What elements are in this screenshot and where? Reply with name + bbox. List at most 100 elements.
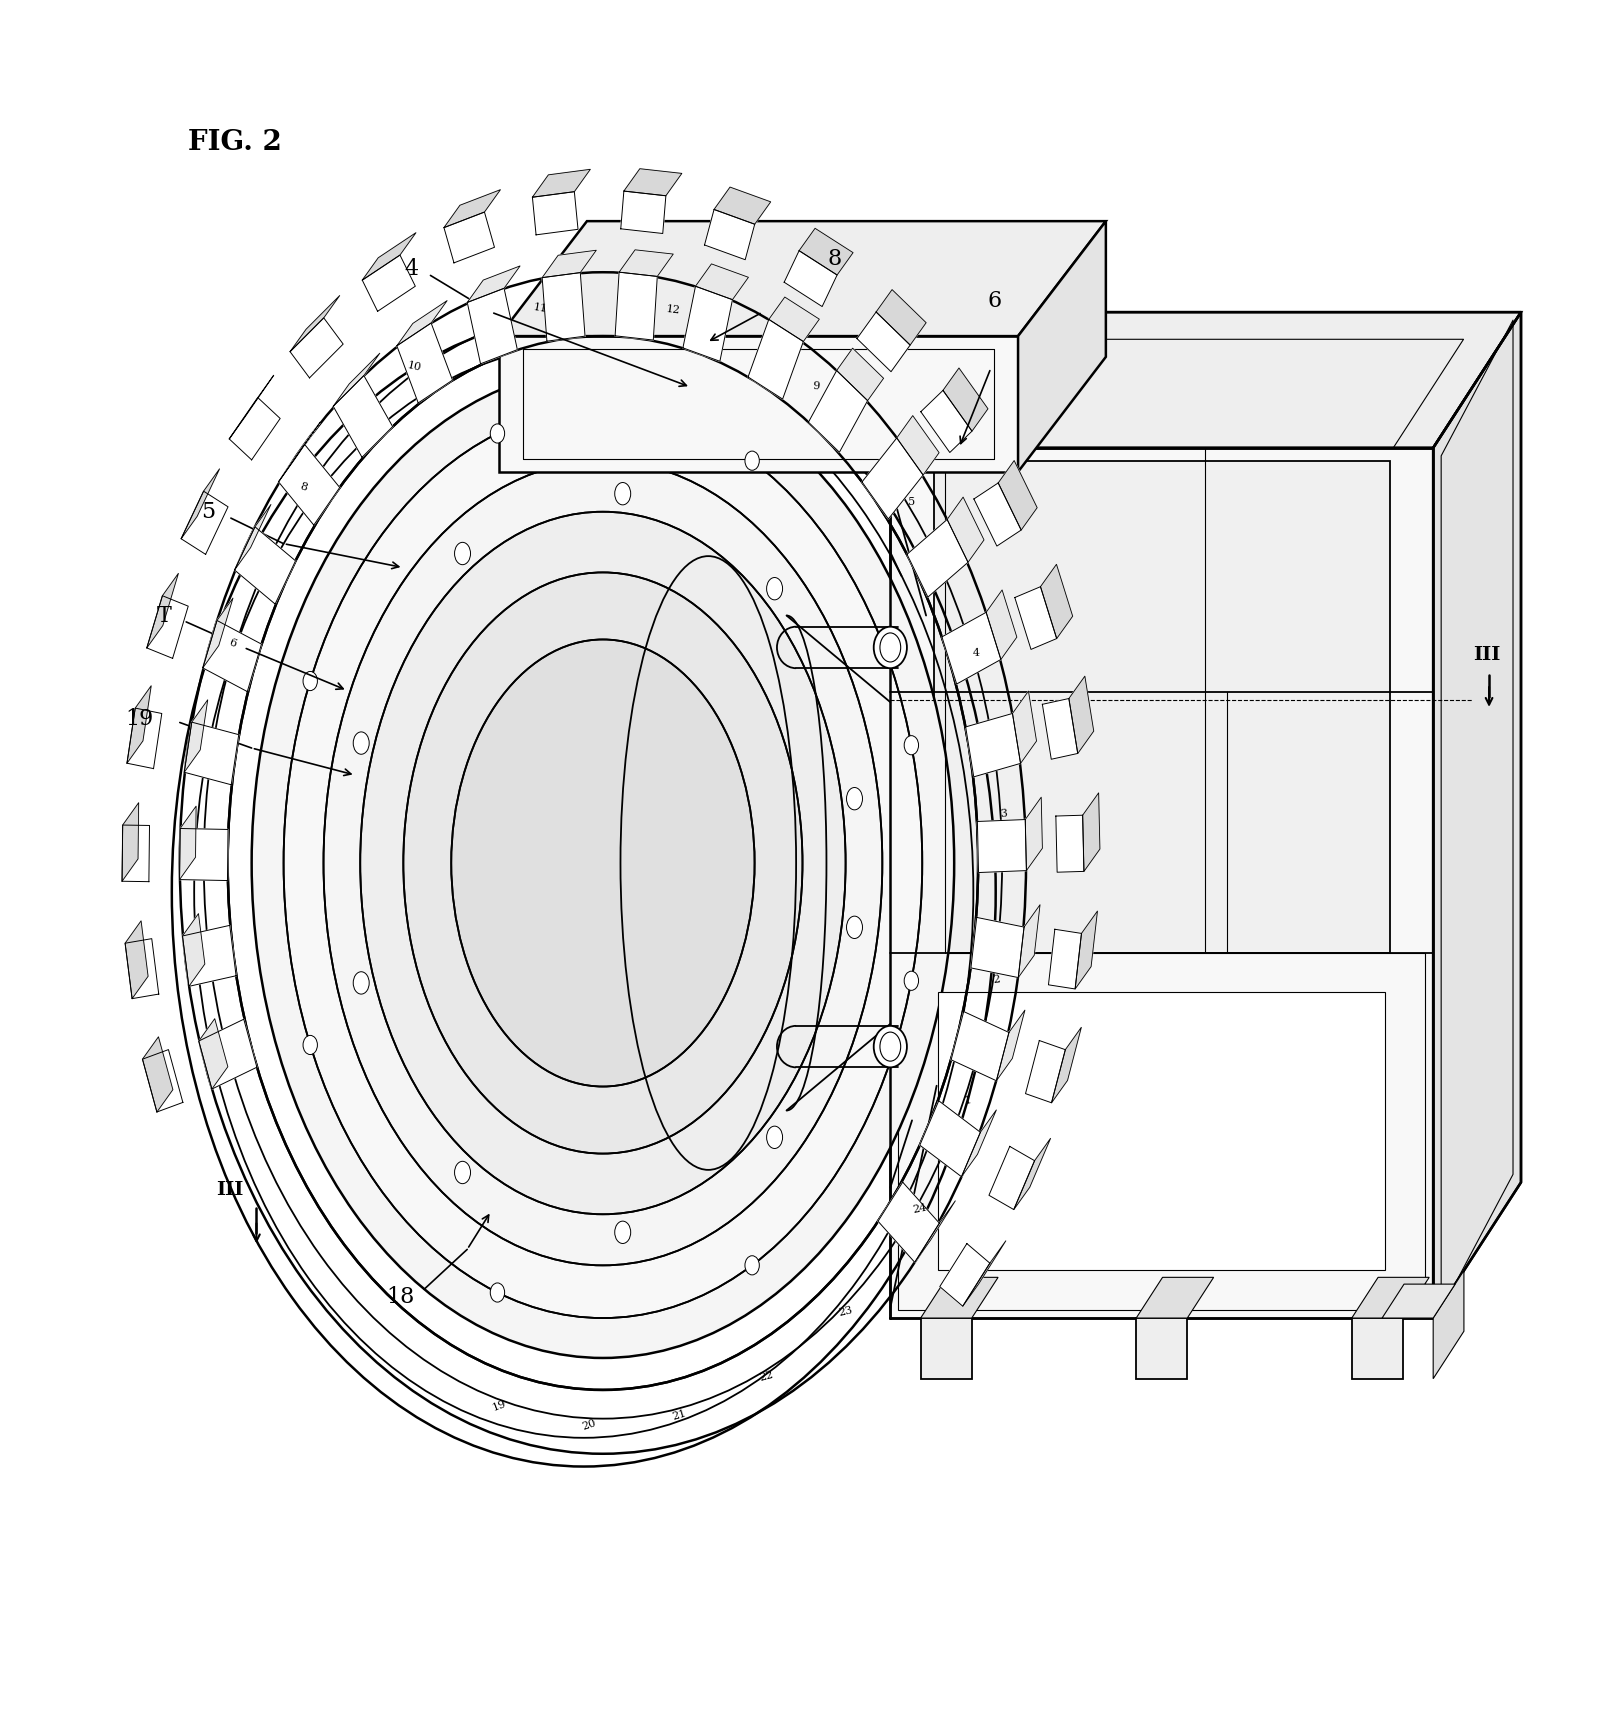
Polygon shape xyxy=(279,444,340,525)
Polygon shape xyxy=(185,699,207,772)
Ellipse shape xyxy=(745,1257,759,1276)
Text: III: III xyxy=(1473,647,1501,665)
Polygon shape xyxy=(396,300,448,345)
Polygon shape xyxy=(334,354,380,406)
Polygon shape xyxy=(363,255,416,311)
Polygon shape xyxy=(334,376,393,457)
Polygon shape xyxy=(620,250,672,276)
Polygon shape xyxy=(202,620,262,692)
Text: III: III xyxy=(217,1181,244,1200)
Polygon shape xyxy=(977,820,1027,873)
Polygon shape xyxy=(127,685,151,763)
Text: 6: 6 xyxy=(228,637,238,649)
Text: 9: 9 xyxy=(812,381,820,392)
Ellipse shape xyxy=(904,735,918,754)
Polygon shape xyxy=(1136,1277,1213,1319)
Polygon shape xyxy=(143,1037,173,1112)
Polygon shape xyxy=(878,1182,939,1262)
Ellipse shape xyxy=(451,639,754,1087)
Ellipse shape xyxy=(745,450,759,469)
Ellipse shape xyxy=(403,573,802,1153)
Polygon shape xyxy=(963,1241,1006,1307)
Polygon shape xyxy=(682,287,732,361)
Ellipse shape xyxy=(324,461,883,1265)
Polygon shape xyxy=(857,312,910,371)
Polygon shape xyxy=(989,1146,1035,1210)
Polygon shape xyxy=(1136,1319,1188,1379)
Polygon shape xyxy=(1014,587,1056,649)
Polygon shape xyxy=(876,290,926,345)
Polygon shape xyxy=(234,504,271,570)
Polygon shape xyxy=(769,297,819,342)
Polygon shape xyxy=(799,228,854,274)
Polygon shape xyxy=(230,375,274,438)
Polygon shape xyxy=(944,368,989,432)
Polygon shape xyxy=(1026,1041,1066,1103)
Polygon shape xyxy=(1018,221,1106,471)
Polygon shape xyxy=(971,918,1024,977)
Polygon shape xyxy=(183,913,205,986)
Polygon shape xyxy=(181,469,220,539)
Polygon shape xyxy=(499,337,1018,471)
Text: 5: 5 xyxy=(202,501,215,523)
Polygon shape xyxy=(1351,1277,1428,1319)
Text: 8: 8 xyxy=(827,249,841,271)
Polygon shape xyxy=(1083,792,1099,872)
Polygon shape xyxy=(862,438,923,520)
Polygon shape xyxy=(1433,1270,1464,1379)
Ellipse shape xyxy=(454,542,470,564)
Polygon shape xyxy=(952,1011,1010,1080)
Polygon shape xyxy=(542,250,597,278)
Polygon shape xyxy=(921,390,973,452)
Polygon shape xyxy=(291,318,343,378)
Polygon shape xyxy=(445,190,501,228)
Polygon shape xyxy=(533,169,591,197)
Polygon shape xyxy=(891,447,1433,1319)
Polygon shape xyxy=(915,1201,955,1262)
Polygon shape xyxy=(199,1020,257,1089)
Polygon shape xyxy=(1018,904,1040,977)
Ellipse shape xyxy=(904,972,918,991)
Polygon shape xyxy=(615,273,658,340)
Polygon shape xyxy=(202,599,233,668)
Polygon shape xyxy=(1040,564,1072,639)
Ellipse shape xyxy=(454,1162,470,1184)
Ellipse shape xyxy=(615,1220,631,1243)
Polygon shape xyxy=(499,221,1106,337)
Polygon shape xyxy=(1048,929,1082,989)
Polygon shape xyxy=(122,803,138,882)
Polygon shape xyxy=(146,573,178,647)
Polygon shape xyxy=(785,250,838,307)
Polygon shape xyxy=(279,421,321,482)
Polygon shape xyxy=(125,939,159,999)
Polygon shape xyxy=(836,349,884,400)
Text: 23: 23 xyxy=(836,1305,854,1319)
Text: 8: 8 xyxy=(299,482,308,492)
Polygon shape xyxy=(1075,911,1098,989)
Polygon shape xyxy=(961,1110,997,1177)
Text: 11: 11 xyxy=(533,302,547,314)
Polygon shape xyxy=(127,708,162,768)
Polygon shape xyxy=(467,266,520,302)
Polygon shape xyxy=(907,520,968,597)
Polygon shape xyxy=(1056,815,1083,872)
Polygon shape xyxy=(934,461,1390,953)
Polygon shape xyxy=(1013,690,1037,763)
Polygon shape xyxy=(998,461,1037,530)
Text: T: T xyxy=(156,604,172,627)
Ellipse shape xyxy=(353,732,369,754)
Polygon shape xyxy=(467,288,517,364)
Polygon shape xyxy=(966,713,1021,777)
Polygon shape xyxy=(624,169,682,195)
Text: 3: 3 xyxy=(1000,809,1008,820)
Polygon shape xyxy=(695,264,748,300)
Text: 6: 6 xyxy=(987,290,1002,312)
Text: 10: 10 xyxy=(406,361,422,373)
Polygon shape xyxy=(899,953,1425,1310)
Ellipse shape xyxy=(252,368,955,1358)
Polygon shape xyxy=(921,1319,971,1379)
Polygon shape xyxy=(230,397,281,459)
Polygon shape xyxy=(920,1101,981,1177)
Ellipse shape xyxy=(490,425,504,444)
Polygon shape xyxy=(1042,699,1079,759)
